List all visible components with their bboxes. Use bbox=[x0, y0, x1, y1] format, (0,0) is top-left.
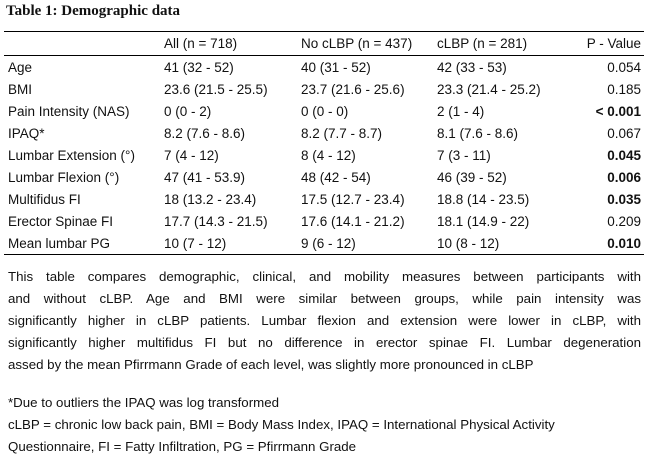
cell-no-clbp: 17.6 (14.1 - 21.2) bbox=[301, 213, 405, 229]
cell-p-value: 0.054 bbox=[607, 59, 641, 75]
cell-no-clbp: 23.7 (21.6 - 25.6) bbox=[301, 81, 405, 97]
table-header-row: All (n = 718) No cLBP (n = 437) cLBP (n … bbox=[4, 31, 644, 56]
row-label: Multifidus FI bbox=[8, 191, 81, 207]
cell-p-value: 0.067 bbox=[607, 125, 641, 141]
cell-p-value: 0.045 bbox=[607, 147, 641, 163]
cell-clbp: 7 (3 - 11) bbox=[437, 147, 491, 163]
cell-p-value: 0.006 bbox=[607, 169, 641, 185]
header-label bbox=[4, 32, 164, 56]
cell-no-clbp: 17.5 (12.7 - 23.4) bbox=[301, 191, 405, 207]
cell-all: 18 (13.2 - 23.4) bbox=[164, 191, 257, 207]
table-row: Lumbar Flexion (°) 47 (41 - 53.9) 48 (42 -… bbox=[4, 166, 644, 188]
row-label: Mean lumbar PG bbox=[8, 235, 111, 251]
row-label: IPAQ* bbox=[8, 125, 45, 141]
row-label: Pain Intensity (NAS) bbox=[8, 103, 130, 119]
paragraph-line: significantly higher multifidus FI but n… bbox=[8, 335, 641, 350]
header-all: All (n = 718) bbox=[164, 36, 238, 51]
cell-clbp: 2 (1 - 4) bbox=[437, 103, 485, 119]
cell-p-value: 0.209 bbox=[607, 213, 641, 229]
cell-no-clbp: 8.2 (7.7 - 8.7) bbox=[301, 125, 383, 141]
cell-no-clbp: 48 (42 - 54) bbox=[301, 169, 371, 185]
cell-clbp: 8.1 (7.6 - 8.6) bbox=[437, 125, 519, 141]
cell-p-value: 0.010 bbox=[607, 235, 641, 251]
cell-no-clbp: 0 (0 - 0) bbox=[301, 103, 349, 119]
cell-all: 7 (4 - 12) bbox=[164, 147, 219, 163]
table-row: Pain Intensity (NAS) 0 (0 - 2) 0 (0 - 0) 2 … bbox=[4, 100, 644, 122]
cell-p-value: 0.035 bbox=[607, 191, 641, 207]
cell-p-value: 0.185 bbox=[607, 81, 641, 97]
row-label: Lumbar Extension (°) bbox=[8, 147, 135, 163]
cell-no-clbp: 8 (4 - 12) bbox=[301, 147, 356, 163]
cell-all: 10 (7 - 12) bbox=[164, 235, 227, 251]
row-label: Lumbar Flexion (°) bbox=[8, 169, 120, 185]
table-row: Multifidus FI 18 (13.2 - 23.4) 17.5 (12.7 … bbox=[4, 188, 644, 210]
table-row: IPAQ* 8.2 (7.6 - 8.6) 8.2 (7.7 - 8.7) 8.1 (… bbox=[4, 122, 644, 144]
footnote-line: Questionnaire, FI = Fatty Infiltration, … bbox=[8, 439, 357, 454]
description-paragraph: This table compares demographic, clinica… bbox=[8, 266, 641, 376]
table-title: Table 1: Demographic data bbox=[6, 3, 181, 19]
row-label: Age bbox=[8, 59, 33, 75]
table-row: Erector Spinae FI 17.7 (14.3 - 21.5) 17.6 … bbox=[4, 210, 644, 232]
demographic-table: All (n = 718) No cLBP (n = 437) cLBP (n … bbox=[4, 31, 644, 255]
paragraph-line: significantly higher in cLBP patients. L… bbox=[8, 313, 641, 328]
cell-p-value: < 0.001 bbox=[595, 103, 641, 119]
cell-clbp: 10 (8 - 12) bbox=[437, 235, 500, 251]
cell-clbp: 46 (39 - 52) bbox=[437, 169, 507, 185]
table-row: Age 41 (32 - 52) 40 (31 - 52) 42 (33 - 53) 0… bbox=[4, 56, 644, 79]
cell-all: 41 (32 - 52) bbox=[164, 59, 234, 75]
footnotes: *Due to outliers the IPAQ was log transf… bbox=[8, 392, 555, 458]
cell-no-clbp: 9 (6 - 12) bbox=[301, 235, 356, 251]
paragraph-line: This table compares demographic, clinica… bbox=[8, 269, 641, 284]
cell-all: 23.6 (21.5 - 25.5) bbox=[164, 81, 268, 97]
footnote-line: *Due to outliers the IPAQ was log transf… bbox=[8, 395, 279, 410]
cell-all: 47 (41 - 53.9) bbox=[164, 169, 246, 185]
footnote-line: cLBP = chronic low back pain, BMI = Body… bbox=[8, 417, 555, 432]
header-no-clbp: No cLBP (n = 437) bbox=[301, 36, 413, 51]
header-clbp: cLBP (n = 281) bbox=[437, 36, 528, 51]
cell-all: 0 (0 - 2) bbox=[164, 103, 212, 119]
cell-all: 17.7 (14.3 - 21.5) bbox=[164, 213, 268, 229]
cell-all: 8.2 (7.6 - 8.6) bbox=[164, 125, 246, 141]
cell-clbp: 18.1 (14.9 - 22) bbox=[437, 213, 530, 229]
row-label: BMI bbox=[8, 81, 33, 97]
header-p-value: P - Value bbox=[586, 36, 641, 51]
paragraph-line: assed by the mean Pfirrmann Grade of eac… bbox=[8, 357, 534, 372]
cell-clbp: 23.3 (21.4 - 25.2) bbox=[437, 81, 541, 97]
table-row: BMI 23.6 (21.5 - 25.5) 23.7 (21.6 - 25.6) 2… bbox=[4, 78, 644, 100]
table-row: Lumbar Extension (°) 7 (4 - 12) 8 (4 - 12)… bbox=[4, 144, 644, 166]
paragraph-line: and without cLBP. Age and BMI were simil… bbox=[8, 291, 641, 306]
row-label: Erector Spinae FI bbox=[8, 213, 114, 229]
cell-clbp: 18.8 (14 - 23.5) bbox=[437, 191, 530, 207]
cell-no-clbp: 40 (31 - 52) bbox=[301, 59, 371, 75]
table-row: Mean lumbar PG 10 (7 - 12) 9 (6 - 12) 10 (8… bbox=[4, 232, 644, 255]
cell-clbp: 42 (33 - 53) bbox=[437, 59, 507, 75]
